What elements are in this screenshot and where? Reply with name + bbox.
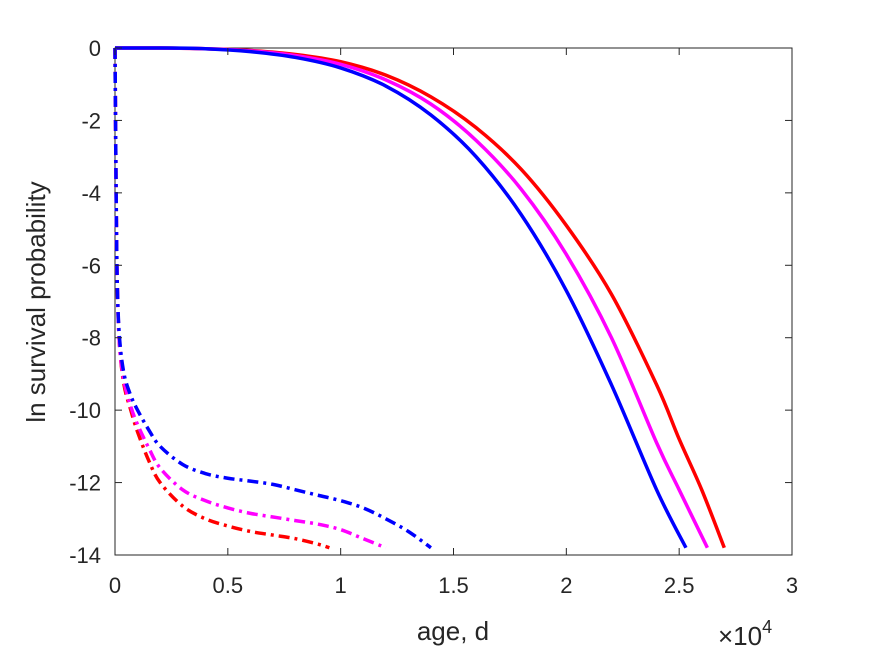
series-line-5 xyxy=(113,47,387,550)
x-multiplier-base: ×10 xyxy=(718,621,762,651)
series-layer xyxy=(113,46,726,550)
series-line-6 xyxy=(113,47,432,550)
x-tick-label: 1.5 xyxy=(438,573,469,598)
x-tick-label: 3 xyxy=(786,573,798,598)
y-tick-label: 0 xyxy=(89,36,101,61)
x-tick-label: 1 xyxy=(335,573,347,598)
y-tick-label: -2 xyxy=(81,108,101,133)
y-tick-label: -14 xyxy=(69,543,101,568)
series-line-3 xyxy=(114,46,688,549)
x-tick-label: 2 xyxy=(560,573,572,598)
plot-area xyxy=(114,47,793,556)
x-tick-label: 0 xyxy=(109,573,121,598)
y-tick-label: -8 xyxy=(81,326,101,351)
y-tick-label: -4 xyxy=(81,181,101,206)
y-tick-label: -10 xyxy=(69,398,101,423)
x-multiplier-exponent: 4 xyxy=(762,617,772,637)
y-axis: 0 -2 -4 -6 -8 -10 -12 -14 xyxy=(69,36,792,568)
y-tick-label: -6 xyxy=(81,253,101,278)
y-axis-label: ln survival probability xyxy=(21,181,51,422)
series-line-4 xyxy=(113,47,330,550)
x-axis-label: age, d xyxy=(417,616,489,646)
x-axis: 0 0.5 1 1.5 2 2.5 3 xyxy=(109,48,798,598)
x-tick-label: 0.5 xyxy=(213,573,244,598)
y-tick-label: -12 xyxy=(69,471,101,496)
x-tick-label: 2.5 xyxy=(664,573,695,598)
x-multiplier: ×104 xyxy=(718,617,772,651)
